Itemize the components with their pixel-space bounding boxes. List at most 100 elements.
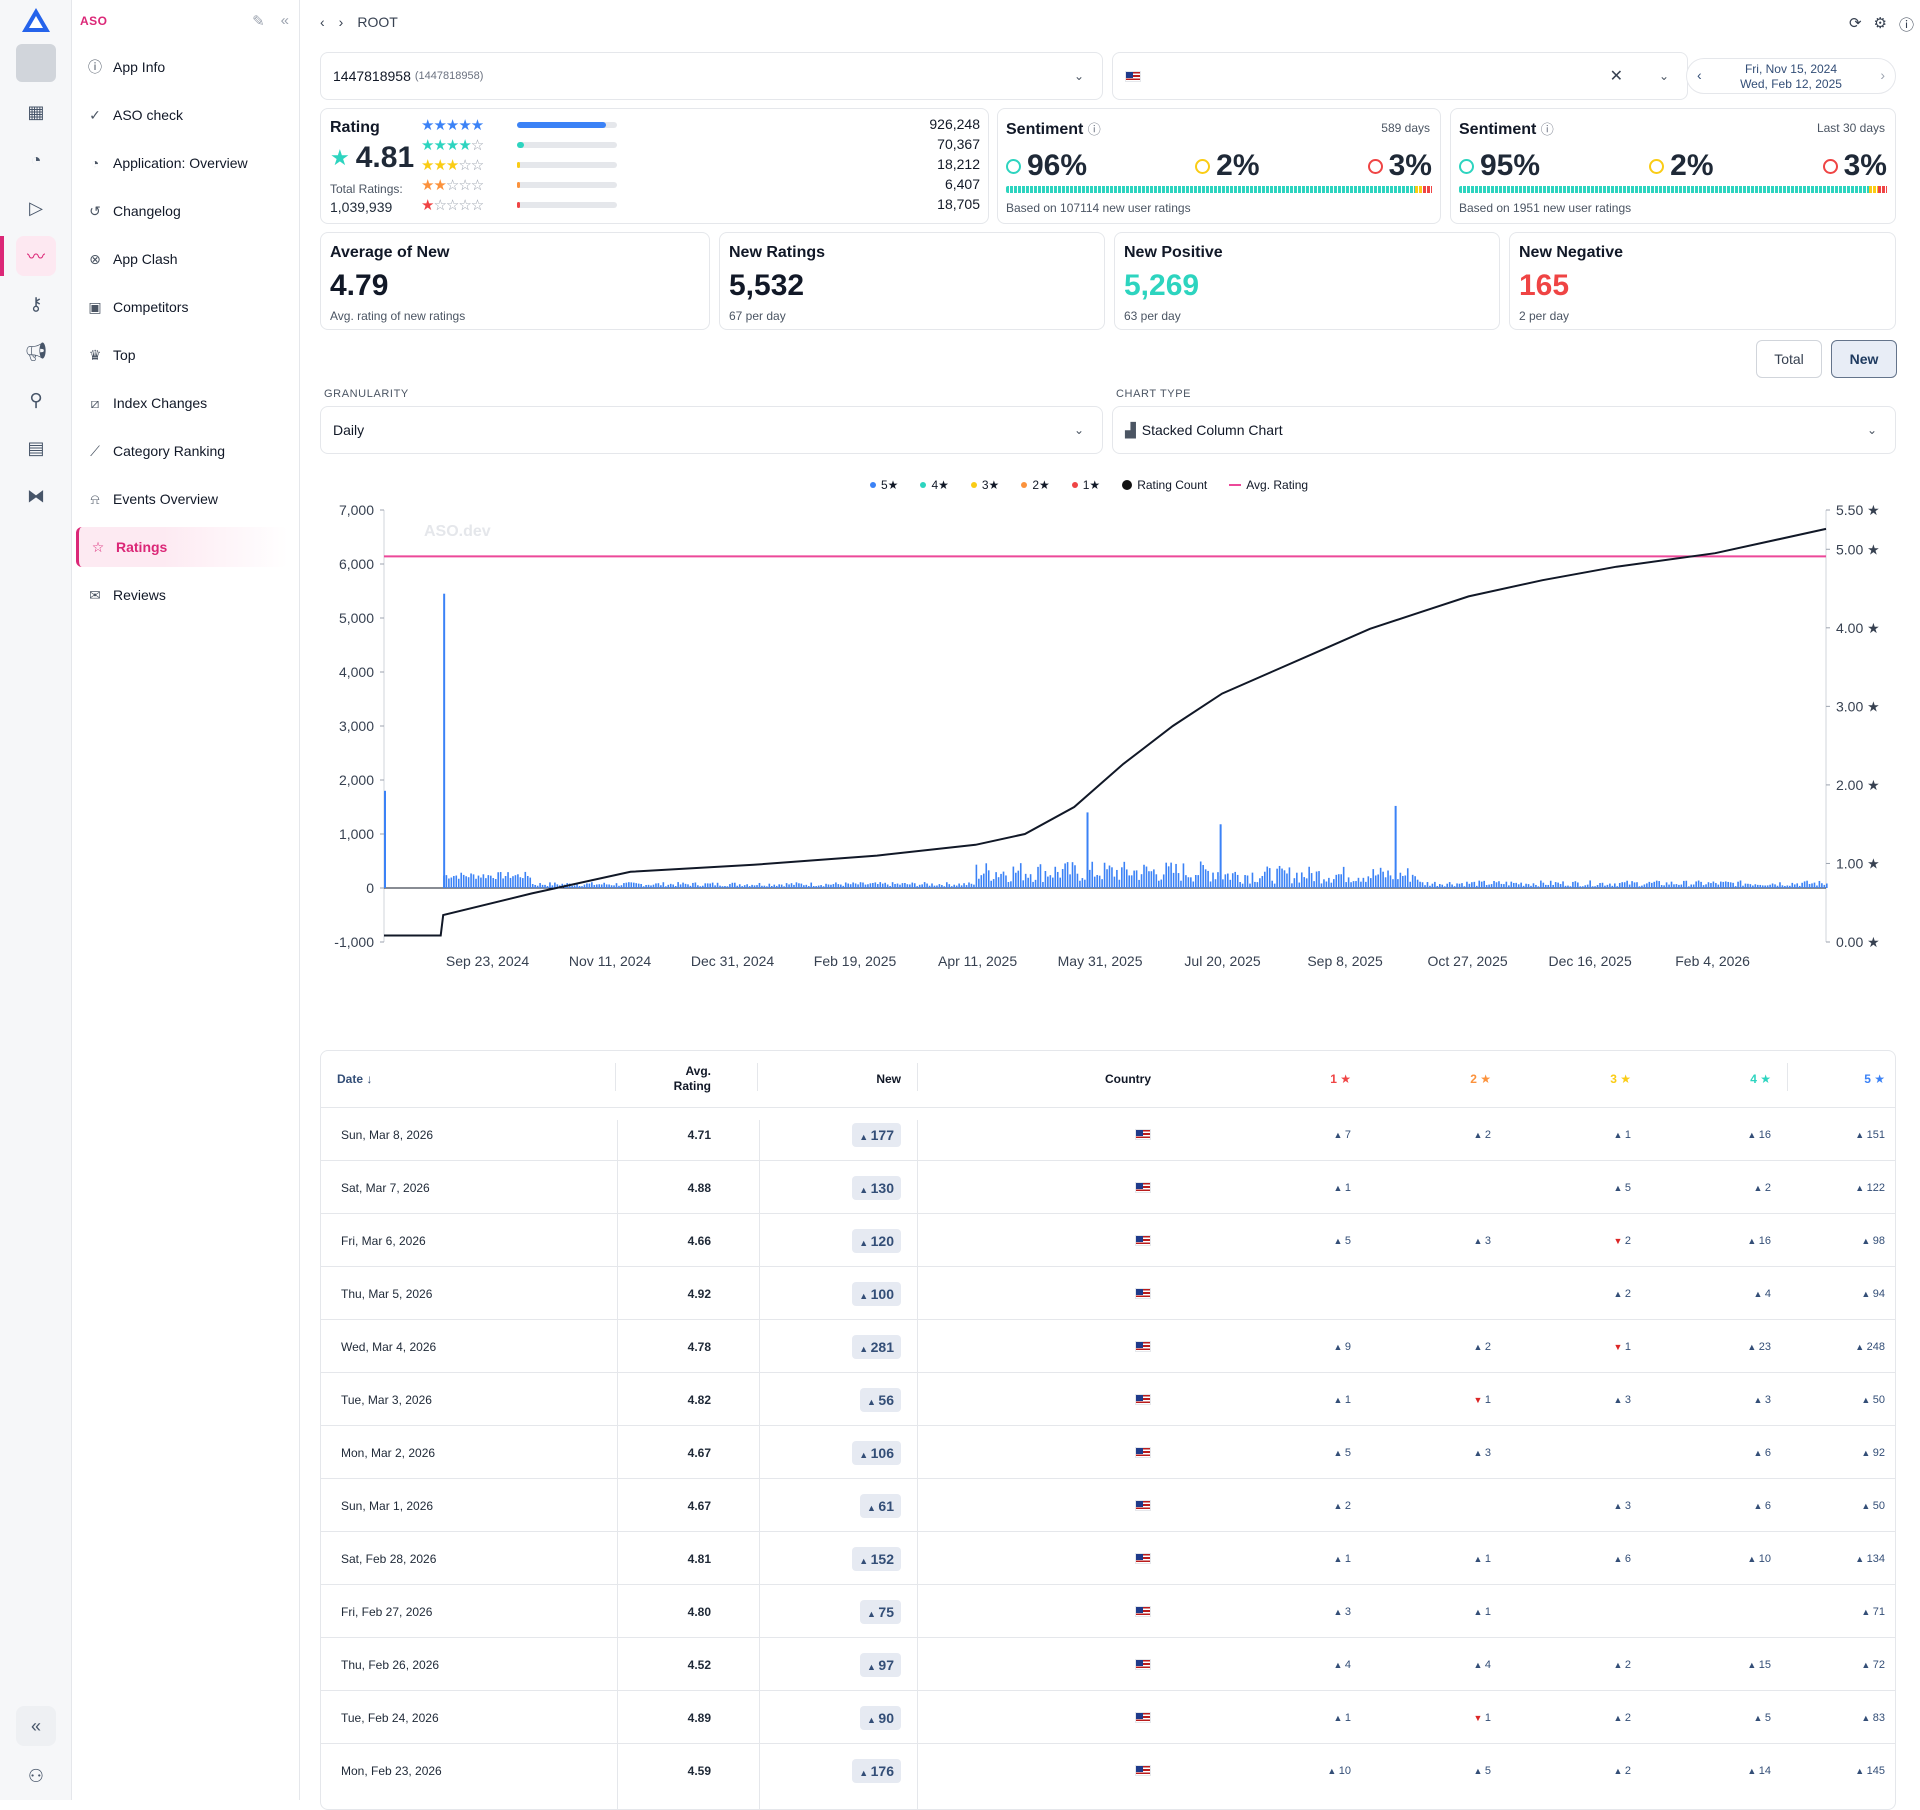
report-icon[interactable]: ▤ (27, 437, 45, 458)
legend-4-star[interactable]: 4★ (920, 478, 949, 492)
table-row[interactable]: Sun, Mar 8, 2026 4.71 177 72116151 (321, 1107, 1895, 1173)
col-header-date[interactable]: Date ↓ (337, 1072, 373, 1086)
key-icon[interactable]: ⚷ (29, 293, 43, 314)
pie-chart-icon: ◔ (90, 155, 100, 171)
date-range-picker[interactable]: ‹ Fri, Nov 15, 2024 Wed, Feb 12, 2025 › (1686, 58, 1896, 94)
sidebar: ASO ✎ « ⓘ App Info ✓ ASO check ◔ Application: … (72, 0, 300, 1800)
next-range-icon[interactable]: › (1880, 67, 1885, 83)
ratings-chart[interactable]: 7,000 6,000 5,000 4,000 3,000 2,000 1,000 0 -1,0… (300, 490, 1920, 1050)
sidebar-item-ratings[interactable]: ☆ Ratings (76, 527, 288, 567)
sidebar-item-app-clash[interactable]: ⊗ App Clash (76, 239, 288, 279)
legend-1-star[interactable]: 1★ (1071, 478, 1100, 492)
back-icon[interactable]: ‹ (320, 14, 325, 30)
bar-5-star (751, 884, 753, 888)
bar-5-star (460, 872, 463, 888)
bar-5-star (1655, 880, 1658, 888)
table-row[interactable]: Wed, Mar 4, 2026 4.78 281 92123248 (321, 1319, 1895, 1385)
collapse-sidebar-icon[interactable]: « (280, 12, 289, 29)
refresh-icon[interactable]: ⟳ (1848, 15, 1862, 32)
sidebar-item-top[interactable]: ♛ Top (76, 335, 288, 375)
col-header-new[interactable]: New (876, 1072, 901, 1086)
info-icon[interactable]: ⓘ (1540, 122, 1554, 137)
table-row[interactable]: Fri, Feb 27, 2026 4.80 75 31 71 (321, 1584, 1895, 1650)
legend-5-star[interactable]: 5★ (870, 478, 898, 492)
sidebar-item-app-info[interactable]: ⓘ App Info (76, 47, 288, 87)
cell-country (1021, 1479, 1151, 1532)
legend-rating-count[interactable]: Rating Count (1122, 478, 1207, 492)
sidebar-item-changelog[interactable]: ↺ Changelog (76, 191, 288, 231)
app-select[interactable]: 1447818958 (1447818958) ⌄ (320, 52, 1103, 100)
settings-icon[interactable]: ⚙ (1873, 15, 1887, 32)
sidebar-item-application-overview[interactable]: ◔ Application: Overview (76, 143, 288, 183)
search-tool-icon[interactable]: ⚲ (29, 389, 43, 410)
sidebar-item-competitors[interactable]: ▣ Competitors (76, 287, 288, 327)
prev-range-icon[interactable]: ‹ (1697, 67, 1702, 83)
edit-icon[interactable]: ✎ (252, 13, 265, 30)
sidebar-item-reviews[interactable]: ✉ Reviews (76, 575, 288, 615)
col-header-country[interactable]: Country (1105, 1072, 1151, 1086)
bar-5-star (1816, 885, 1818, 888)
vscode-icon[interactable]: ⧓ (27, 485, 45, 506)
cell-3-star: 3 (1501, 1373, 1631, 1426)
play-store-icon[interactable]: ▷ (29, 197, 43, 218)
stat-sub: Avg. rating of new ratings (330, 309, 466, 323)
megaphone-icon[interactable]: 📢︎ (24, 341, 48, 362)
chevron-down-icon[interactable]: ⌄ (1658, 69, 1669, 83)
table-row[interactable]: Thu, Mar 5, 2026 4.92 100 2494 (321, 1266, 1895, 1332)
col-header-3-star[interactable]: 3 ★ (1610, 1072, 1631, 1086)
bar-5-star (1369, 878, 1372, 888)
cell-4-star: 3 (1641, 1373, 1771, 1426)
grid-icon[interactable]: ▦ (27, 101, 45, 122)
table-row[interactable]: Mon, Mar 2, 2026 4.67 106 53 692 (321, 1425, 1895, 1491)
apple-icon[interactable]: ◔ (30, 149, 42, 170)
bar-5-star (879, 882, 882, 888)
sidebar-item-index-changes[interactable]: ⧄ Index Changes (76, 383, 288, 423)
bar-5-star (748, 886, 751, 888)
us-flag-icon (1135, 1235, 1151, 1246)
clear-icon[interactable]: ✕ (1609, 68, 1623, 85)
bar-5-star (632, 882, 635, 888)
forward-icon[interactable]: › (338, 14, 344, 30)
table-row[interactable]: Sat, Mar 7, 2026 4.88 130 1 52122 (321, 1160, 1895, 1226)
collapse-rail-icon[interactable]: « (16, 1706, 56, 1746)
bar-5-star (1278, 865, 1281, 888)
info-icon[interactable]: ⓘ (1087, 122, 1101, 137)
legend-avg-rating[interactable]: Avg. Rating (1229, 478, 1308, 492)
col-header-1-star[interactable]: 1 ★ (1330, 1072, 1351, 1086)
bar-5-star (1217, 872, 1219, 888)
col-header-5-star[interactable]: 5 ★ (1864, 1072, 1885, 1086)
analytics-icon[interactable]: 〰 (16, 236, 56, 276)
legend-2-star[interactable]: 2★ (1021, 478, 1050, 492)
bar-5-star (798, 883, 800, 888)
col-header-avg-rating[interactable]: Avg. Rating (673, 1064, 711, 1093)
table-row[interactable]: Fri, Mar 6, 2026 4.66 120 5321698 (321, 1213, 1895, 1279)
sidebar-item-aso-check[interactable]: ✓ ASO check (76, 95, 288, 135)
bar-5-star (1199, 861, 1202, 888)
bar-5-star (445, 875, 448, 888)
new-toggle-button[interactable]: New (1831, 340, 1897, 378)
rail-active-indicator (0, 236, 4, 276)
app-logo[interactable] (20, 6, 52, 34)
col-header-2-star[interactable]: 2 ★ (1470, 1072, 1491, 1086)
breadcrumb[interactable]: ROOT (357, 14, 398, 30)
table-row[interactable]: Mon, Feb 23, 2026 4.59 176 105214145 (321, 1743, 1895, 1809)
bar-5-star (1643, 884, 1646, 888)
table-row[interactable]: Sun, Mar 1, 2026 4.67 61 2 3650 (321, 1478, 1895, 1544)
total-toggle-button[interactable]: Total (1756, 340, 1822, 378)
help-icon[interactable]: ⓘ (1898, 17, 1914, 34)
app-avatar[interactable] (16, 44, 56, 82)
sidebar-item-events-overview[interactable]: ⍾ Events Overview (76, 479, 288, 519)
chart-type-select[interactable]: ▟ Stacked Column Chart ⌄ (1112, 406, 1896, 454)
sentiment-period: 589 days (1381, 121, 1430, 135)
granularity-select[interactable]: Daily ⌄ (320, 406, 1103, 454)
bar-5-star (803, 885, 805, 888)
legend-3-star[interactable]: 3★ (970, 478, 999, 492)
col-header-4-star[interactable]: 4 ★ (1750, 1072, 1771, 1086)
user-icon[interactable]: ⚇ (27, 1765, 45, 1786)
sidebar-item-category-ranking[interactable]: ⟋ Category Ranking (76, 431, 288, 471)
country-select[interactable]: ✕ ⌄ (1112, 52, 1688, 100)
